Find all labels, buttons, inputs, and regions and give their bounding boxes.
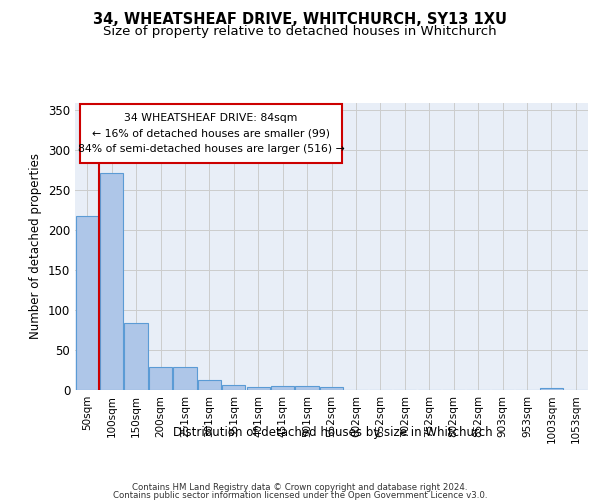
Text: 34 WHEATSHEAF DRIVE: 84sqm
← 16% of detached houses are smaller (99)
84% of semi: 34 WHEATSHEAF DRIVE: 84sqm ← 16% of deta… xyxy=(77,113,344,154)
Bar xyxy=(124,323,148,390)
Bar xyxy=(271,386,294,390)
Bar xyxy=(198,380,221,390)
Bar xyxy=(100,173,123,390)
Bar xyxy=(295,386,319,390)
Text: 34, WHEATSHEAF DRIVE, WHITCHURCH, SY13 1XU: 34, WHEATSHEAF DRIVE, WHITCHURCH, SY13 1… xyxy=(93,12,507,28)
Bar xyxy=(320,387,343,390)
Bar xyxy=(173,367,197,390)
Bar xyxy=(149,367,172,390)
Text: Contains HM Land Registry data © Crown copyright and database right 2024.: Contains HM Land Registry data © Crown c… xyxy=(132,483,468,492)
Bar xyxy=(222,385,245,390)
Bar xyxy=(247,387,270,390)
Y-axis label: Number of detached properties: Number of detached properties xyxy=(29,153,43,340)
Text: Contains public sector information licensed under the Open Government Licence v3: Contains public sector information licen… xyxy=(113,490,487,500)
Bar xyxy=(540,388,563,390)
Bar xyxy=(76,216,99,390)
Text: Size of property relative to detached houses in Whitchurch: Size of property relative to detached ho… xyxy=(103,25,497,38)
Text: Distribution of detached houses by size in Whitchurch: Distribution of detached houses by size … xyxy=(173,426,493,439)
FancyBboxPatch shape xyxy=(80,104,342,163)
